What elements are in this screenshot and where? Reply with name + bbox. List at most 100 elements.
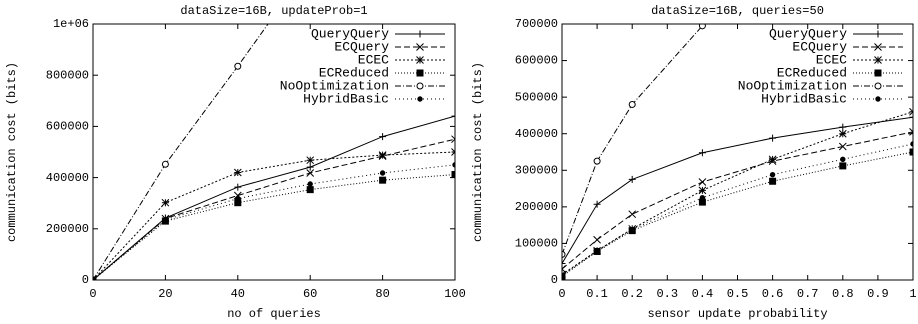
marker bbox=[235, 195, 241, 202]
x-tick-label: 0.6 bbox=[762, 287, 784, 301]
x-tick-label: 0.5 bbox=[727, 287, 749, 301]
legend-marker bbox=[874, 43, 882, 51]
plot-area bbox=[93, 24, 455, 280]
series-line bbox=[562, 143, 913, 277]
marker bbox=[233, 168, 242, 177]
x-tick-label: 0.3 bbox=[656, 287, 678, 301]
marker bbox=[562, 265, 566, 273]
marker bbox=[909, 148, 913, 156]
legend-label: QueryQuery bbox=[769, 26, 847, 41]
legend-label: ECQuery bbox=[792, 39, 847, 54]
chart-title: dataSize=16B, queries=50 bbox=[651, 4, 824, 18]
x-tick-label: 0 bbox=[558, 287, 565, 301]
x-tick-label: 0.2 bbox=[621, 287, 643, 301]
series-line bbox=[93, 138, 455, 280]
marker bbox=[162, 217, 169, 223]
x-tick-label: 0 bbox=[89, 287, 96, 301]
legend-marker bbox=[417, 96, 423, 102]
marker bbox=[838, 142, 847, 151]
legend-marker bbox=[416, 30, 424, 38]
x-tick-label: 60 bbox=[303, 287, 317, 301]
marker bbox=[306, 156, 315, 165]
chart: dataSize=16B, updateProb=1 no of queries c… bbox=[5, 4, 466, 321]
y-tick-label: 600000 bbox=[515, 54, 558, 68]
marker bbox=[451, 112, 455, 120]
legend-marker bbox=[875, 96, 881, 102]
chart: dataSize=16B, queries=50 sensor update pr… bbox=[471, 4, 916, 321]
marker bbox=[306, 186, 314, 194]
x-axis-label: no of queries bbox=[227, 307, 321, 321]
x-tick-label: 0.8 bbox=[832, 287, 854, 301]
marker bbox=[840, 156, 846, 163]
legend-marker bbox=[416, 82, 424, 90]
x-tick-label: 40 bbox=[231, 287, 245, 301]
plot-frame bbox=[92, 23, 456, 281]
legend-marker bbox=[874, 69, 882, 77]
marker bbox=[379, 170, 386, 176]
y-tick-label: 0 bbox=[551, 273, 558, 287]
marker bbox=[909, 113, 913, 121]
marker bbox=[628, 100, 636, 108]
marker bbox=[562, 272, 565, 279]
plot-frame bbox=[561, 23, 914, 281]
legend-label: ECEC bbox=[358, 52, 389, 67]
marker bbox=[839, 162, 847, 170]
marker bbox=[769, 134, 777, 142]
marker bbox=[379, 133, 387, 141]
x-tick-label: 20 bbox=[158, 287, 172, 301]
marker bbox=[698, 178, 707, 186]
y-tick-label: 800000 bbox=[46, 68, 89, 82]
marker bbox=[594, 248, 600, 254]
marker bbox=[451, 135, 455, 144]
marker bbox=[379, 176, 387, 184]
series-line bbox=[93, 24, 269, 280]
legend-marker bbox=[416, 43, 424, 51]
series-line bbox=[93, 174, 455, 280]
marker bbox=[451, 171, 455, 179]
marker bbox=[629, 226, 635, 233]
legend-marker bbox=[874, 56, 882, 64]
series-line bbox=[93, 151, 455, 280]
legend-marker bbox=[874, 30, 882, 38]
x-tick-label: 100 bbox=[444, 287, 466, 301]
marker bbox=[909, 128, 913, 136]
x-tick-label: 80 bbox=[375, 287, 389, 301]
marker bbox=[161, 198, 170, 207]
marker bbox=[628, 175, 636, 183]
legend-marker bbox=[416, 69, 424, 77]
marker bbox=[839, 123, 847, 131]
marker bbox=[699, 195, 706, 201]
legend-label: ECReduced bbox=[319, 65, 389, 80]
y-axis-label: communication cost (bits) bbox=[5, 62, 19, 242]
y-tick-label: 400000 bbox=[515, 127, 558, 141]
plot-area bbox=[562, 24, 913, 280]
series-line bbox=[93, 164, 455, 280]
series-line bbox=[562, 111, 913, 275]
legend-marker bbox=[874, 82, 882, 90]
legend-label: ECReduced bbox=[777, 65, 847, 80]
marker bbox=[769, 177, 777, 185]
marker bbox=[307, 181, 313, 187]
legend-label: QueryQuery bbox=[311, 26, 389, 41]
chart-title: dataSize=16B, updateProb=1 bbox=[180, 4, 367, 18]
y-tick-label: 200000 bbox=[46, 222, 89, 236]
y-tick-label: 400000 bbox=[46, 171, 89, 185]
marker bbox=[562, 250, 566, 258]
y-tick-label: 700000 bbox=[515, 17, 558, 31]
marker bbox=[698, 186, 707, 195]
marker bbox=[593, 235, 601, 244]
marker bbox=[769, 171, 776, 178]
marker bbox=[593, 200, 601, 208]
marker bbox=[768, 155, 777, 164]
marker bbox=[378, 151, 387, 159]
y-tick-label: 1e+06 bbox=[53, 17, 89, 31]
y-axis-label: communication cost (bits) bbox=[471, 62, 485, 242]
marker bbox=[306, 163, 314, 171]
marker bbox=[593, 157, 601, 165]
x-tick-label: 0.1 bbox=[586, 287, 608, 301]
marker bbox=[838, 129, 847, 138]
marker bbox=[698, 24, 706, 30]
x-tick-label: 0.4 bbox=[692, 287, 714, 301]
y-tick-label: 100000 bbox=[515, 237, 558, 251]
marker bbox=[562, 260, 566, 268]
